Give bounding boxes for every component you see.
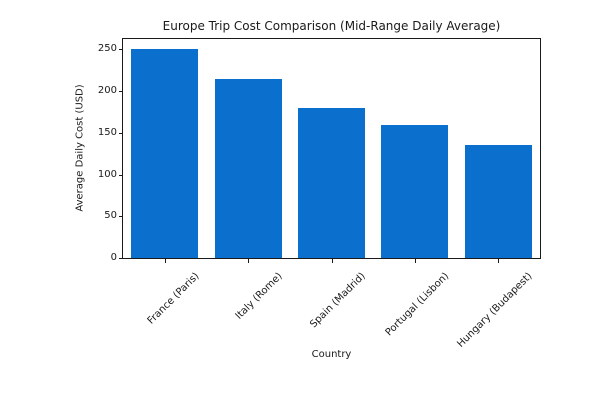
y-tick-mark bbox=[119, 49, 123, 50]
x-tick-label: Italy (Rome) bbox=[233, 270, 285, 322]
y-tick-mark bbox=[119, 216, 123, 217]
x-tick-label: France (Paris) bbox=[145, 270, 202, 327]
x-tick-label: Spain (Madrid) bbox=[308, 270, 368, 331]
x-axis-label: Country bbox=[311, 349, 352, 360]
y-tick-label: 150 bbox=[97, 126, 117, 138]
x-tick-mark bbox=[165, 259, 166, 263]
plot-area bbox=[122, 38, 541, 259]
chart-title: Europe Trip Cost Comparison (Mid-Range D… bbox=[162, 19, 501, 33]
bar-portugal-lisbon bbox=[381, 124, 449, 258]
y-tick-label: 50 bbox=[104, 210, 117, 222]
x-tick-mark bbox=[332, 259, 333, 263]
bar-hungary-budapest bbox=[464, 145, 532, 258]
y-axis-label: Average Daily Cost (USD) bbox=[74, 84, 86, 212]
y-tick-label: 0 bbox=[110, 252, 117, 263]
bar-france-paris bbox=[131, 49, 199, 258]
x-tick-label: Portugal (Lisbon) bbox=[383, 270, 452, 339]
y-tick-mark bbox=[119, 258, 123, 259]
y-tick-mark bbox=[119, 91, 123, 92]
bar-spain-madrid bbox=[298, 107, 365, 258]
x-tick-mark bbox=[248, 259, 249, 263]
x-tick-label: Hungary (Budapest) bbox=[455, 270, 535, 350]
bar-italy-rome bbox=[214, 78, 282, 258]
y-tick-mark bbox=[119, 133, 123, 134]
y-tick-label: 250 bbox=[97, 43, 117, 55]
y-tick-mark bbox=[119, 175, 123, 176]
x-tick-mark bbox=[415, 259, 416, 263]
y-tick-label: 200 bbox=[97, 85, 117, 97]
x-tick-mark bbox=[498, 259, 499, 263]
y-tick-label: 100 bbox=[97, 168, 117, 180]
